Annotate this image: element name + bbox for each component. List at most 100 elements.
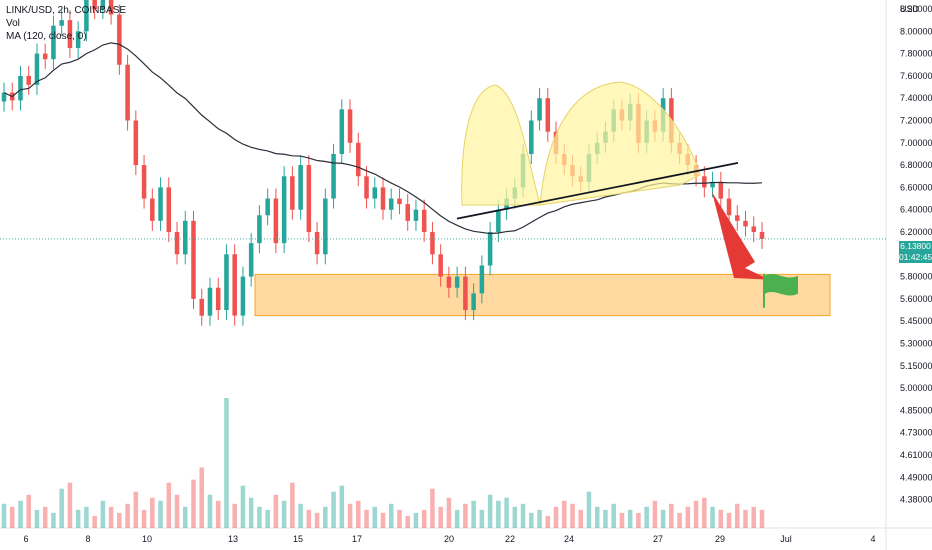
candle-body xyxy=(356,142,361,177)
x-tick-label: 17 xyxy=(352,534,362,544)
volume-bar xyxy=(248,497,254,528)
volume-bar xyxy=(496,500,501,528)
candle-body xyxy=(191,220,196,299)
candle-body xyxy=(92,0,97,9)
y-tick-label: 6.40000 xyxy=(900,205,932,215)
volume-bar xyxy=(174,494,180,528)
candle-body xyxy=(240,276,246,316)
symbol-info[interactable]: LINK/USD, 2h, COINBASE xyxy=(6,5,127,16)
candle-body xyxy=(26,75,31,85)
volume-bar xyxy=(117,512,122,528)
volume-bar xyxy=(644,506,649,528)
volume-bar xyxy=(42,506,48,528)
volume-bar xyxy=(59,488,64,528)
volume-indicator-label[interactable]: Vol xyxy=(6,18,20,29)
candle-body xyxy=(298,165,303,210)
candle-body xyxy=(718,181,724,199)
volume-bar xyxy=(636,512,641,528)
x-tick-label: Jul xyxy=(780,534,792,544)
y-tick-label: 8.20000 xyxy=(900,4,932,14)
volume-bar xyxy=(191,479,196,528)
y-tick-label: 5.00000 xyxy=(900,383,932,393)
candle-body xyxy=(380,187,386,210)
x-tick-label: 13 xyxy=(228,534,238,544)
x-tick-label: 10 xyxy=(142,534,152,544)
candle-body xyxy=(364,176,369,199)
volume-bar xyxy=(356,500,361,528)
y-tick-label: 5.15000 xyxy=(900,361,932,371)
volume-bar xyxy=(627,509,633,528)
candle-body xyxy=(51,25,56,60)
x-tick-label: 15 xyxy=(293,534,303,544)
current-price: 6.13800 xyxy=(900,241,931,251)
volume-bar xyxy=(594,506,600,528)
candle-body xyxy=(215,287,221,311)
candle-body xyxy=(702,176,707,188)
candle-body xyxy=(174,232,180,255)
currency-label: USD xyxy=(900,4,920,14)
candle-body xyxy=(84,0,89,32)
moving-average-label[interactable]: MA (120, close, 0) xyxy=(6,31,87,42)
volume-bar xyxy=(759,509,765,528)
volume-bar xyxy=(67,482,73,528)
projection-arrow xyxy=(712,192,770,280)
volume-bar xyxy=(257,506,262,528)
volume-bar xyxy=(364,509,369,528)
flag-cloth xyxy=(765,274,798,296)
volume-bar xyxy=(100,500,106,528)
candle-body xyxy=(421,209,427,232)
y-tick-label: 7.40000 xyxy=(900,93,932,103)
volume-bar xyxy=(430,488,435,528)
volume-bar xyxy=(553,506,559,528)
candle-body xyxy=(347,109,353,143)
candle-body xyxy=(710,181,715,188)
volume-bar xyxy=(537,509,542,528)
volume-bar xyxy=(141,509,147,528)
support-zone xyxy=(254,273,831,317)
candle-body xyxy=(257,215,262,244)
y-tick-label: 5.80000 xyxy=(900,272,932,282)
candle-body xyxy=(273,198,279,244)
candle-body xyxy=(413,209,419,221)
candle-body xyxy=(388,198,394,210)
volume-bar xyxy=(413,512,419,528)
x-tick-label: 24 xyxy=(564,534,574,544)
candle-body xyxy=(306,165,312,232)
y-tick-label: 5.45000 xyxy=(900,316,932,326)
volume-bar xyxy=(454,509,460,528)
volume-bar xyxy=(34,509,40,528)
volume-bar xyxy=(487,494,493,528)
volume-bar xyxy=(380,512,386,528)
candle-body xyxy=(314,232,320,255)
volume-bar xyxy=(323,506,328,528)
candle-body xyxy=(199,298,205,316)
candle-body xyxy=(496,209,501,232)
candle-body xyxy=(42,53,48,60)
volume-bar xyxy=(125,503,130,528)
candle-body xyxy=(100,0,106,9)
volume-bar xyxy=(619,512,625,528)
volume-bar xyxy=(51,512,56,528)
y-tick-label: 7.20000 xyxy=(900,116,932,126)
candle-body xyxy=(232,254,237,316)
y-tick-label: 4.61000 xyxy=(900,450,932,460)
candle-body xyxy=(59,20,64,26)
candle-body xyxy=(158,187,163,221)
volume-bar xyxy=(660,509,666,528)
volume-bar xyxy=(520,503,526,528)
volume-bar xyxy=(150,497,155,528)
candle-body xyxy=(75,31,81,49)
volume-bar xyxy=(611,503,616,528)
candle-body xyxy=(166,187,172,232)
candle-body xyxy=(224,254,229,311)
x-tick-label: 29 xyxy=(715,534,725,544)
volume-bar xyxy=(75,509,81,528)
candle-body xyxy=(430,232,435,255)
volume-bar xyxy=(545,515,551,528)
volume-bar xyxy=(397,509,402,528)
candle-body xyxy=(487,232,493,266)
candle-body xyxy=(471,293,476,311)
candle-body xyxy=(446,276,452,288)
candle-body xyxy=(117,14,122,65)
